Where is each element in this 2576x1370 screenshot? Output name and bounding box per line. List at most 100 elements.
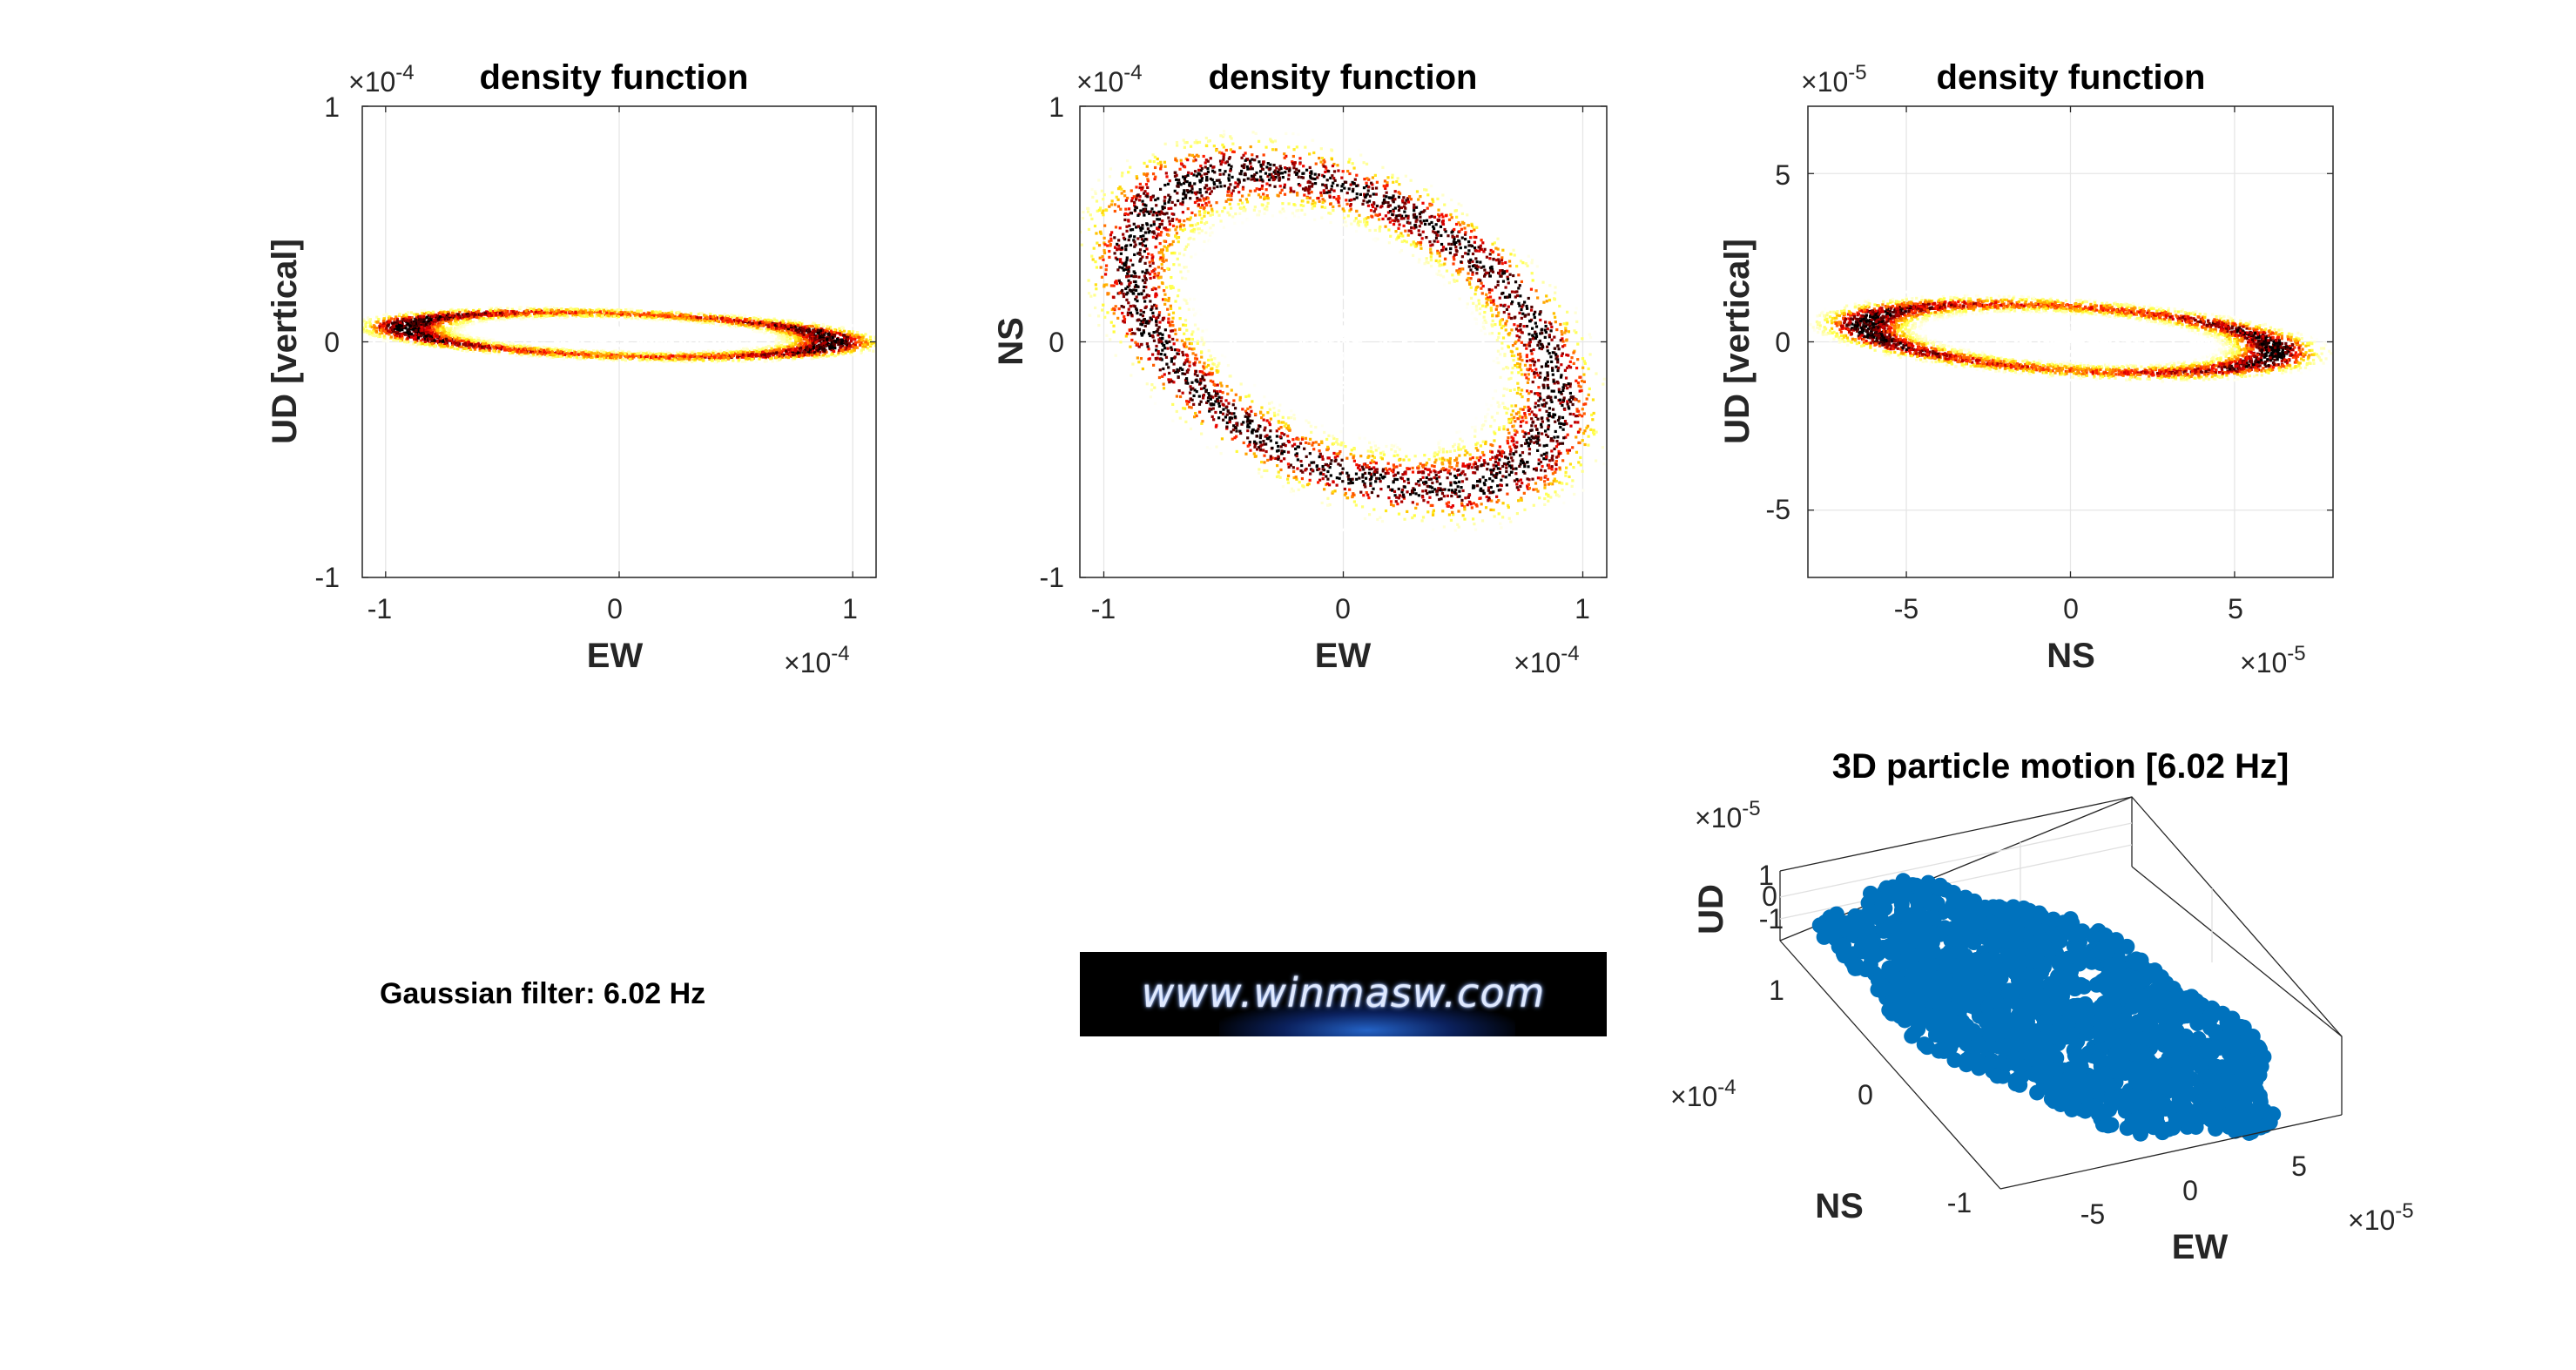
density-cell: [490, 329, 494, 333]
density-cell: [667, 311, 671, 315]
density-cell: [793, 319, 797, 322]
density-cell: [560, 341, 563, 345]
density-cell: [644, 314, 647, 318]
density-cell: [757, 315, 760, 319]
density-cell: [707, 346, 711, 349]
density-cell: [723, 347, 726, 350]
density-cell: [705, 331, 708, 334]
density-cell: [695, 321, 698, 325]
density-cell: [671, 358, 675, 361]
density-cell: [591, 335, 595, 339]
density-cell: [440, 344, 443, 348]
density-cell: [402, 324, 406, 328]
density-cell: [450, 338, 454, 341]
density-cell: [515, 310, 518, 314]
density-cell: [600, 354, 604, 358]
density-cell: [506, 327, 509, 331]
density-cell: [625, 327, 629, 330]
density-cell: [826, 338, 829, 341]
density-cell: [448, 334, 451, 337]
density-cell: [622, 325, 625, 328]
density-cell: [838, 327, 841, 330]
density-cell: [708, 331, 711, 334]
density-cell: [479, 336, 483, 340]
density-cell: [625, 340, 629, 343]
density-cell: [509, 347, 512, 351]
density-cell: [426, 330, 429, 334]
density-cell: [500, 324, 503, 327]
density-cell: [712, 334, 717, 337]
density-cell: [757, 323, 760, 327]
density-cell: [776, 314, 780, 317]
density-cell: [469, 348, 473, 351]
density-cell: [732, 331, 736, 334]
density-cell: [489, 327, 493, 331]
density-cell: [411, 327, 415, 331]
density-cell: [637, 350, 640, 354]
density-cell: [628, 351, 631, 354]
density-cell: [759, 330, 764, 334]
density-cell: [719, 329, 723, 333]
density-cell: [706, 336, 710, 340]
density-cell: [612, 314, 617, 318]
density-cell: [895, 342, 898, 345]
density-cell: [364, 325, 368, 328]
density-cell: [406, 311, 410, 314]
density-cell: [490, 314, 494, 317]
density-cell: [607, 356, 610, 360]
density-cell: [381, 331, 384, 335]
density-cell: [610, 339, 614, 342]
density-cell: [401, 326, 405, 329]
density-cell: [624, 308, 628, 312]
density-cell: [638, 354, 642, 358]
density-cell: [803, 351, 806, 354]
density-cell: [656, 326, 659, 329]
density-cell: [469, 306, 473, 309]
density-cell: [560, 311, 564, 314]
density-cell: [440, 341, 443, 346]
density-cell: [786, 355, 791, 360]
density-cell: [801, 360, 806, 363]
density-cell: [510, 307, 514, 311]
density-cell: [646, 335, 650, 339]
density-cell: [821, 322, 825, 327]
density-cell: [639, 318, 644, 321]
density-cell: [499, 309, 502, 313]
density-cell: [719, 352, 723, 355]
density-cell: [569, 352, 572, 355]
density-cell: [467, 310, 470, 314]
density-cell: [577, 324, 580, 327]
density-cell: [823, 333, 826, 336]
density-cell: [583, 321, 586, 324]
density-cell: [775, 325, 779, 328]
density-cell: [786, 341, 789, 344]
density-cell: [553, 312, 556, 316]
density-cell: [417, 327, 421, 330]
density-cell: [745, 356, 748, 360]
density-cell: [459, 322, 462, 326]
density-cell: [441, 321, 445, 324]
density-cell: [517, 317, 521, 321]
density-cell: [866, 347, 870, 350]
density-cell: [420, 328, 424, 332]
density-cell: [741, 352, 745, 355]
density-cell: [657, 323, 661, 327]
density-cell: [462, 339, 465, 343]
density-cell: [818, 343, 821, 347]
density-cell: [604, 337, 609, 341]
density-cell: [602, 358, 605, 361]
density-cell: [775, 337, 779, 341]
density-cell: [579, 338, 583, 341]
density-cell: [779, 327, 783, 330]
density-cell: [884, 337, 887, 340]
density-cell: [428, 326, 431, 329]
density-cell: [676, 311, 679, 314]
density-cell: [830, 348, 833, 352]
density-cell: [644, 343, 647, 347]
density-cell: [731, 321, 734, 325]
density-cell: [792, 356, 795, 360]
density-cell: [696, 348, 699, 352]
density-cell: [598, 308, 602, 312]
density-cell: [618, 328, 622, 332]
density-cell: [769, 319, 772, 322]
